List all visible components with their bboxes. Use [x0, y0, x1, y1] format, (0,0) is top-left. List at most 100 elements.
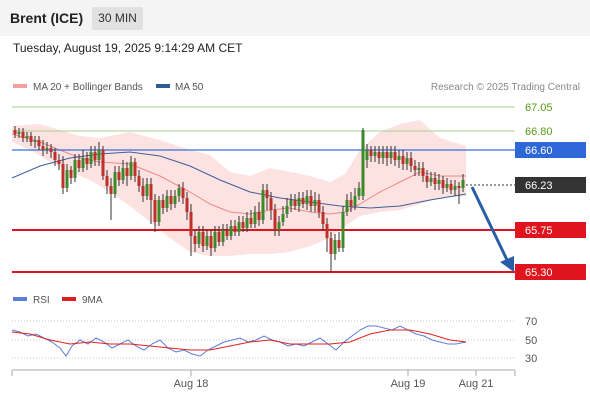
- candle-body: [273, 210, 277, 230]
- credit-text: Research © 2025 Trading Central: [431, 82, 580, 93]
- candle-body: [185, 198, 189, 212]
- candle-body: [149, 184, 153, 200]
- candle-body: [445, 184, 449, 188]
- candle-body: [193, 236, 197, 244]
- rsi-panel: 70 50 30: [11, 316, 537, 365]
- rsi-legend-label: RSI: [33, 295, 50, 306]
- rsi-legend: RSI 9MA: [13, 295, 103, 306]
- candle-body: [433, 178, 437, 184]
- candle-body: [209, 236, 213, 248]
- candle-body: [233, 226, 237, 232]
- rsi-tick-70: 70: [525, 316, 537, 328]
- candle-body: [85, 158, 89, 164]
- main-legend: MA 20 + Bollinger Bands MA 50 Research ©…: [13, 82, 580, 93]
- price-level-labels: 67.05 66.80 66.60 66.23 65.75 65.30: [515, 102, 586, 280]
- rsi-tick-50: 50: [525, 335, 537, 347]
- candle-body: [173, 196, 177, 204]
- x-tick-aug18: Aug 18: [174, 378, 209, 390]
- candle-body: [77, 160, 81, 168]
- candle-body: [217, 232, 221, 242]
- level-tag-65-30: [515, 264, 586, 280]
- x-axis: Aug 18 Aug 19 Aug 21: [11, 369, 516, 390]
- candle-body: [345, 200, 349, 212]
- candlesticks: [13, 126, 465, 272]
- candle-body: [93, 152, 97, 160]
- level-tag-66-23: [515, 177, 586, 193]
- candle-body: [409, 158, 413, 166]
- candle-body: [461, 180, 465, 188]
- forecast-arrow: [470, 186, 514, 272]
- candle-body: [269, 198, 273, 210]
- rsi-ma-legend-label: 9MA: [82, 295, 103, 306]
- level-label-67-05: 67.05: [525, 102, 553, 114]
- candle-body: [261, 190, 265, 220]
- candle-body: [165, 196, 169, 208]
- candle-body: [25, 136, 29, 138]
- x-tick-aug19: Aug 19: [391, 378, 426, 390]
- rsi-ma-legend-swatch: [62, 297, 76, 301]
- candle-body: [405, 158, 409, 164]
- chart-header: Brent (ICE) 30 MIN: [0, 0, 590, 36]
- candle-body: [133, 162, 137, 176]
- candle-body: [341, 212, 345, 248]
- candle-body: [265, 190, 269, 198]
- candle-body: [29, 136, 33, 142]
- candle-body: [101, 150, 105, 176]
- candle-body: [153, 200, 157, 222]
- candle-body: [197, 232, 201, 244]
- candle-body: [385, 152, 389, 158]
- candle-body: [241, 222, 245, 228]
- candle-body: [109, 186, 113, 194]
- candle-body: [213, 232, 217, 248]
- candle-body: [437, 180, 441, 184]
- candle-body: [397, 156, 401, 160]
- candle-body: [441, 180, 445, 188]
- candle-body: [297, 198, 301, 206]
- interval-selector[interactable]: 30 MIN: [92, 7, 143, 30]
- candle-body: [137, 176, 141, 186]
- level-label-65-75: 65.75: [525, 225, 553, 237]
- level-label-66-60: 66.60: [525, 145, 553, 157]
- candle-body: [317, 200, 321, 212]
- candle-body: [201, 232, 205, 246]
- candle-body: [225, 230, 229, 236]
- timestamp: Tuesday, August 19, 2025 9:14:29 AM CET: [13, 41, 243, 55]
- candle-body: [113, 172, 117, 194]
- candle-body: [429, 178, 433, 182]
- candle-body: [425, 176, 429, 182]
- candle-body: [49, 148, 53, 152]
- candle-body: [413, 166, 417, 170]
- candle-body: [305, 196, 309, 204]
- level-tag-66-60: [515, 142, 586, 158]
- candle-body: [457, 186, 461, 188]
- candle-body: [417, 168, 421, 170]
- ma50-line: [11, 151, 467, 209]
- x-tick-aug21: Aug 21: [459, 378, 494, 390]
- candle-body: [257, 212, 261, 220]
- candle-body: [365, 150, 369, 160]
- candle-body: [189, 212, 193, 236]
- candle-body: [237, 222, 241, 232]
- rsi-legend-swatch: [13, 297, 27, 301]
- candle-body: [309, 196, 313, 206]
- level-label-66-80: 66.80: [525, 126, 553, 138]
- rsi-ma-line: [11, 329, 467, 351]
- candle-body: [61, 164, 65, 188]
- candle-body: [17, 132, 21, 134]
- level-label-65-30: 65.30: [525, 267, 553, 279]
- level-label-66-23: 66.23: [525, 180, 553, 192]
- candle-body: [141, 186, 145, 196]
- candle-body: [321, 212, 325, 224]
- candle-body: [65, 170, 69, 188]
- candle-body: [313, 200, 317, 206]
- candle-body: [285, 206, 289, 214]
- candle-body: [73, 160, 77, 178]
- candle-body: [221, 230, 225, 242]
- candle-body: [277, 222, 281, 230]
- candle-body: [289, 200, 293, 206]
- candle-body: [353, 196, 357, 206]
- candle-body: [41, 146, 45, 150]
- candle-body: [161, 200, 165, 208]
- candle-body: [145, 184, 149, 196]
